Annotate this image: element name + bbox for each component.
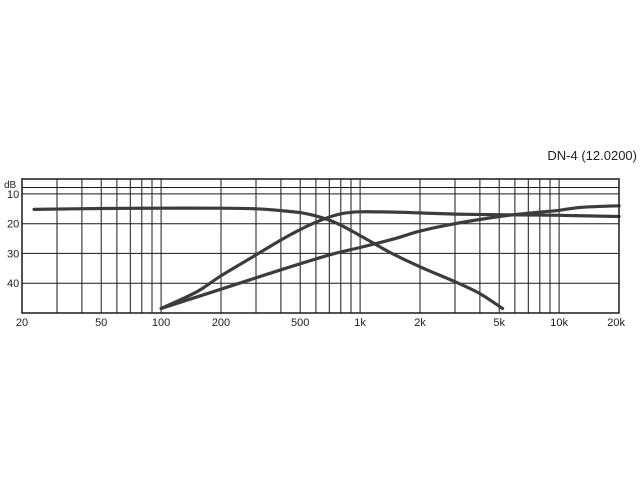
x-tick-labels: 20 50 100 200 500 1k 2k 5k 10k 20k — [16, 317, 626, 329]
x-tick-label: 5k — [493, 317, 505, 329]
x-tick-label: 20k — [607, 317, 625, 329]
y-unit-label: dB — [4, 180, 17, 191]
curves — [32, 204, 621, 311]
x-tick-label: 100 — [152, 317, 170, 329]
x-tick-label: 200 — [212, 317, 230, 329]
y-tick-label: 10 — [7, 189, 19, 201]
response-curve-3 — [159, 204, 621, 311]
x-tick-label: 10k — [550, 317, 568, 329]
plot-frame — [21, 178, 620, 314]
y-tick-label: 20 — [7, 219, 19, 231]
x-tick-label: 50 — [95, 317, 107, 329]
x-tick-label: 2k — [414, 317, 426, 329]
y-tick-label: 40 — [7, 278, 19, 290]
response-curve-1 — [32, 206, 505, 311]
grid — [22, 179, 619, 313]
x-tick-label: 1k — [354, 317, 366, 329]
x-tick-label: 500 — [291, 317, 309, 329]
x-tick-label: 20 — [16, 317, 28, 329]
y-tick-labels: 10 20 30 40 — [7, 189, 19, 290]
y-tick-label: 30 — [7, 248, 19, 260]
chart-title: DN-4 (12.0200) — [547, 148, 637, 163]
